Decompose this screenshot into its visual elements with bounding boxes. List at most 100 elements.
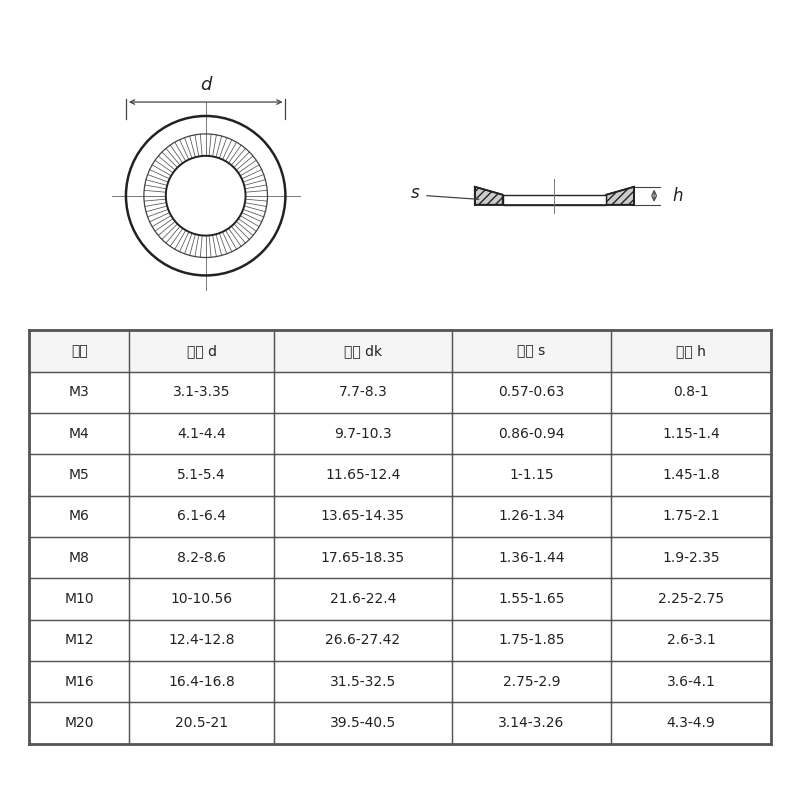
Bar — [130, 620, 274, 661]
Bar — [30, 413, 130, 454]
Text: 1.75-1.85: 1.75-1.85 — [498, 634, 565, 647]
Polygon shape — [606, 186, 634, 205]
Bar — [452, 620, 611, 661]
Text: 31.5-32.5: 31.5-32.5 — [330, 674, 396, 689]
Bar — [452, 413, 611, 454]
Bar — [611, 496, 770, 537]
Text: 1.45-1.8: 1.45-1.8 — [662, 468, 720, 482]
Bar — [452, 578, 611, 620]
Text: 9.7-10.3: 9.7-10.3 — [334, 426, 392, 441]
Text: 12.4-12.8: 12.4-12.8 — [169, 634, 235, 647]
Text: 1.15-1.4: 1.15-1.4 — [662, 426, 720, 441]
Bar — [274, 537, 452, 578]
Text: 10-10.56: 10-10.56 — [170, 592, 233, 606]
Bar — [274, 661, 452, 702]
Bar — [30, 371, 130, 413]
Bar — [611, 330, 770, 371]
Bar — [274, 454, 452, 496]
Text: 39.5-40.5: 39.5-40.5 — [330, 716, 396, 730]
Text: 边厚 s: 边厚 s — [518, 344, 546, 358]
Bar — [274, 702, 452, 744]
Bar — [130, 578, 274, 620]
Text: 4.1-4.4: 4.1-4.4 — [178, 426, 226, 441]
Text: 26.6-27.42: 26.6-27.42 — [326, 634, 401, 647]
Bar — [30, 537, 130, 578]
Bar — [452, 496, 611, 537]
Bar — [30, 496, 130, 537]
Polygon shape — [474, 186, 502, 205]
Bar — [611, 454, 770, 496]
Text: M10: M10 — [65, 592, 94, 606]
Text: M6: M6 — [69, 510, 90, 523]
Text: 8.2-8.6: 8.2-8.6 — [177, 550, 226, 565]
Bar — [30, 620, 130, 661]
Text: 1.26-1.34: 1.26-1.34 — [498, 510, 565, 523]
Text: M12: M12 — [65, 634, 94, 647]
Text: 内径 d: 内径 d — [186, 344, 217, 358]
Bar — [452, 330, 611, 371]
Text: 2.75-2.9: 2.75-2.9 — [503, 674, 560, 689]
Text: M20: M20 — [65, 716, 94, 730]
Text: 1.75-2.1: 1.75-2.1 — [662, 510, 720, 523]
Bar — [30, 578, 130, 620]
Bar — [130, 413, 274, 454]
Bar — [130, 702, 274, 744]
Text: 3.1-3.35: 3.1-3.35 — [173, 386, 230, 399]
Text: 20.5-21: 20.5-21 — [175, 716, 228, 730]
Bar — [452, 537, 611, 578]
Text: M3: M3 — [69, 386, 90, 399]
Bar — [452, 661, 611, 702]
Text: 7.7-8.3: 7.7-8.3 — [338, 386, 387, 399]
Bar — [611, 620, 770, 661]
Bar — [274, 413, 452, 454]
Bar — [30, 330, 130, 371]
Polygon shape — [502, 194, 606, 205]
Text: d: d — [200, 76, 211, 94]
Text: 1-1.15: 1-1.15 — [510, 468, 554, 482]
Text: s: s — [411, 184, 420, 202]
Bar — [130, 496, 274, 537]
Bar — [611, 578, 770, 620]
Text: 11.65-12.4: 11.65-12.4 — [326, 468, 401, 482]
Text: M5: M5 — [69, 468, 90, 482]
Bar — [274, 578, 452, 620]
Text: M4: M4 — [69, 426, 90, 441]
Bar — [130, 330, 274, 371]
Bar — [611, 537, 770, 578]
Bar — [274, 496, 452, 537]
Text: 2.25-2.75: 2.25-2.75 — [658, 592, 724, 606]
Text: 21.6-22.4: 21.6-22.4 — [330, 592, 396, 606]
Text: 3.6-4.1: 3.6-4.1 — [666, 674, 715, 689]
Bar — [130, 454, 274, 496]
Bar — [130, 371, 274, 413]
Bar — [274, 330, 452, 371]
Text: 1.55-1.65: 1.55-1.65 — [498, 592, 565, 606]
Text: 1.9-2.35: 1.9-2.35 — [662, 550, 720, 565]
Text: 16.4-16.8: 16.4-16.8 — [168, 674, 235, 689]
Text: 5.1-5.4: 5.1-5.4 — [178, 468, 226, 482]
Bar — [30, 454, 130, 496]
Bar — [611, 371, 770, 413]
Bar — [611, 702, 770, 744]
Bar — [611, 413, 770, 454]
Text: 0.8-1: 0.8-1 — [673, 386, 709, 399]
Bar — [30, 661, 130, 702]
Text: h: h — [672, 186, 682, 205]
Bar — [611, 661, 770, 702]
Text: M16: M16 — [65, 674, 94, 689]
Text: 17.65-18.35: 17.65-18.35 — [321, 550, 405, 565]
Bar — [452, 454, 611, 496]
Circle shape — [166, 156, 246, 235]
Bar — [130, 661, 274, 702]
Text: 3.14-3.26: 3.14-3.26 — [498, 716, 565, 730]
Text: M8: M8 — [69, 550, 90, 565]
Bar — [30, 702, 130, 744]
Text: 外径 dk: 外径 dk — [344, 344, 382, 358]
Text: 整厚 h: 整厚 h — [676, 344, 706, 358]
Text: 4.3-4.9: 4.3-4.9 — [666, 716, 715, 730]
Text: 0.57-0.63: 0.57-0.63 — [498, 386, 565, 399]
Bar — [452, 702, 611, 744]
Text: 1.36-1.44: 1.36-1.44 — [498, 550, 565, 565]
Text: 规格: 规格 — [71, 344, 88, 358]
Text: 0.86-0.94: 0.86-0.94 — [498, 426, 565, 441]
